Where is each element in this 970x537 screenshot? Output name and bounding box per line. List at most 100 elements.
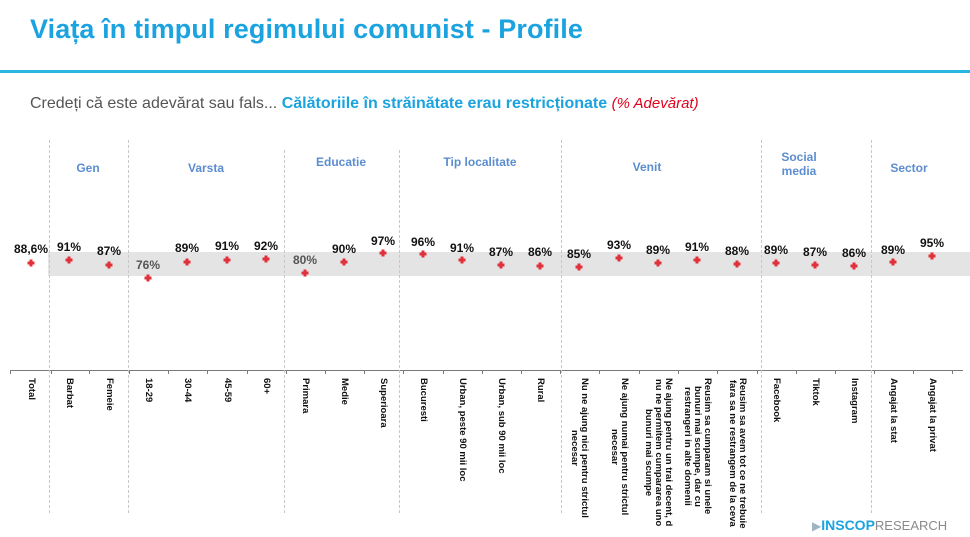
data-point-marker: [419, 250, 427, 258]
group-divider: [399, 150, 400, 513]
category-label: Medie: [339, 378, 350, 405]
data-point-marker: [733, 260, 741, 268]
axis-tick: [874, 370, 875, 374]
group-divider: [49, 140, 50, 513]
axis-tick: [286, 370, 287, 374]
data-point-marker: [615, 254, 623, 262]
axis-tick: [207, 370, 208, 374]
group-divider: [128, 140, 129, 513]
category-label: Barbat: [64, 378, 75, 409]
axis-tick: [639, 370, 640, 374]
category-label: Reusim sa cumparam si unele bunuri mai s…: [682, 378, 713, 515]
category-label: Ne ajung pentru un trai decent, d nu ne …: [643, 378, 674, 527]
axis-tick: [482, 370, 483, 374]
logo-brand: INSCOP: [821, 517, 875, 533]
data-point-marker: [27, 259, 35, 267]
axis-tick: [757, 370, 758, 374]
category-label: Angajat la privat: [927, 378, 938, 452]
data-point-marker: [850, 262, 858, 270]
category-label: Angajat la stat: [888, 378, 899, 443]
category-label: Nu ne ajung nici pentru strictul necesar: [569, 378, 590, 518]
category-label: Urban, sub 90 mii loc: [496, 378, 507, 474]
category-label: Facebook: [771, 378, 782, 423]
x-axis-line: [10, 370, 963, 371]
data-point-marker: [183, 258, 191, 266]
group-divider: [561, 140, 562, 513]
data-point-marker: [340, 258, 348, 266]
axis-tick: [168, 370, 169, 374]
category-label: Instagram: [849, 378, 860, 424]
category-label: 18-29: [143, 378, 154, 403]
data-point-marker: [575, 263, 583, 271]
axis-tick: [89, 370, 90, 374]
data-point-marker: [497, 261, 505, 269]
category-label: 60+: [261, 378, 272, 395]
axis-tick: [51, 370, 52, 374]
axis-tick: [678, 370, 679, 374]
data-value-label: 88%: [724, 244, 750, 258]
group-label: Venit: [632, 160, 662, 174]
data-value-label: 91%: [56, 240, 82, 254]
data-value-label: 90%: [331, 242, 357, 256]
axis-tick: [129, 370, 130, 374]
inscop-logo: ▶INSCOPRESEARCH: [812, 517, 947, 533]
axis-tick: [717, 370, 718, 374]
data-value-label: 76%: [135, 258, 161, 272]
data-point-marker: [928, 252, 936, 260]
category-label: Tiktok: [810, 378, 821, 406]
category-label: Ne ajung numai pentru strictul necesar: [609, 378, 630, 516]
group-label: Sector: [890, 161, 928, 175]
data-value-label: 91%: [449, 241, 475, 255]
data-value-label: 89%: [763, 243, 789, 257]
question-note: (% Adevărat): [611, 95, 699, 112]
data-value-label: 91%: [684, 240, 710, 254]
data-point-marker: [144, 274, 152, 282]
data-value-label: 97%: [370, 234, 396, 248]
axis-tick: [521, 370, 522, 374]
data-value-label: 87%: [488, 245, 514, 259]
axis-tick: [835, 370, 836, 374]
group-label: Gen: [76, 161, 100, 175]
category-label: 45-59: [222, 378, 233, 403]
data-value-label: 93%: [606, 238, 632, 252]
data-point-marker: [301, 269, 309, 277]
group-divider: [871, 140, 872, 513]
axis-tick: [364, 370, 365, 374]
axis-tick: [599, 370, 600, 374]
axis-tick: [952, 370, 953, 374]
data-value-label: 95%: [919, 236, 945, 250]
data-point-marker: [654, 259, 662, 267]
category-label: Rural: [535, 378, 546, 403]
axis-tick: [403, 370, 404, 374]
data-value-label: 89%: [645, 243, 671, 257]
data-value-label: 89%: [880, 243, 906, 257]
category-label: Superioara: [378, 378, 389, 428]
data-point-marker: [262, 255, 270, 263]
data-point-marker: [65, 256, 73, 264]
data-point-marker: [693, 256, 701, 264]
group-label: Tip localitate: [443, 155, 517, 169]
data-point-marker: [105, 261, 113, 269]
page-title: Viața în timpul regimului comunist - Pro…: [30, 14, 583, 44]
data-value-label: 89%: [174, 241, 200, 255]
axis-tick: [796, 370, 797, 374]
data-value-label: 86%: [527, 245, 553, 259]
question-statement: Călătoriile în străinătate erau restricț…: [281, 95, 608, 112]
data-point-marker: [458, 256, 466, 264]
data-value-label: 86%: [841, 246, 867, 260]
data-value-label: 91%: [214, 239, 240, 253]
axis-tick: [443, 370, 444, 374]
category-label: 30-44: [182, 378, 193, 403]
data-value-label: 96%: [410, 235, 436, 249]
logo-arrow-icon: ▶: [812, 519, 822, 533]
data-point-marker: [536, 262, 544, 270]
axis-tick: [247, 370, 248, 374]
group-divider: [284, 150, 285, 513]
group-divider: [761, 140, 762, 513]
group-label: Social media: [781, 150, 817, 178]
data-point-marker: [889, 258, 897, 266]
data-point-marker: [811, 261, 819, 269]
logo-suffix: RESEARCH: [874, 518, 948, 533]
category-label: Urban, peste 90 mii loc: [457, 378, 468, 482]
axis-tick: [560, 370, 561, 374]
